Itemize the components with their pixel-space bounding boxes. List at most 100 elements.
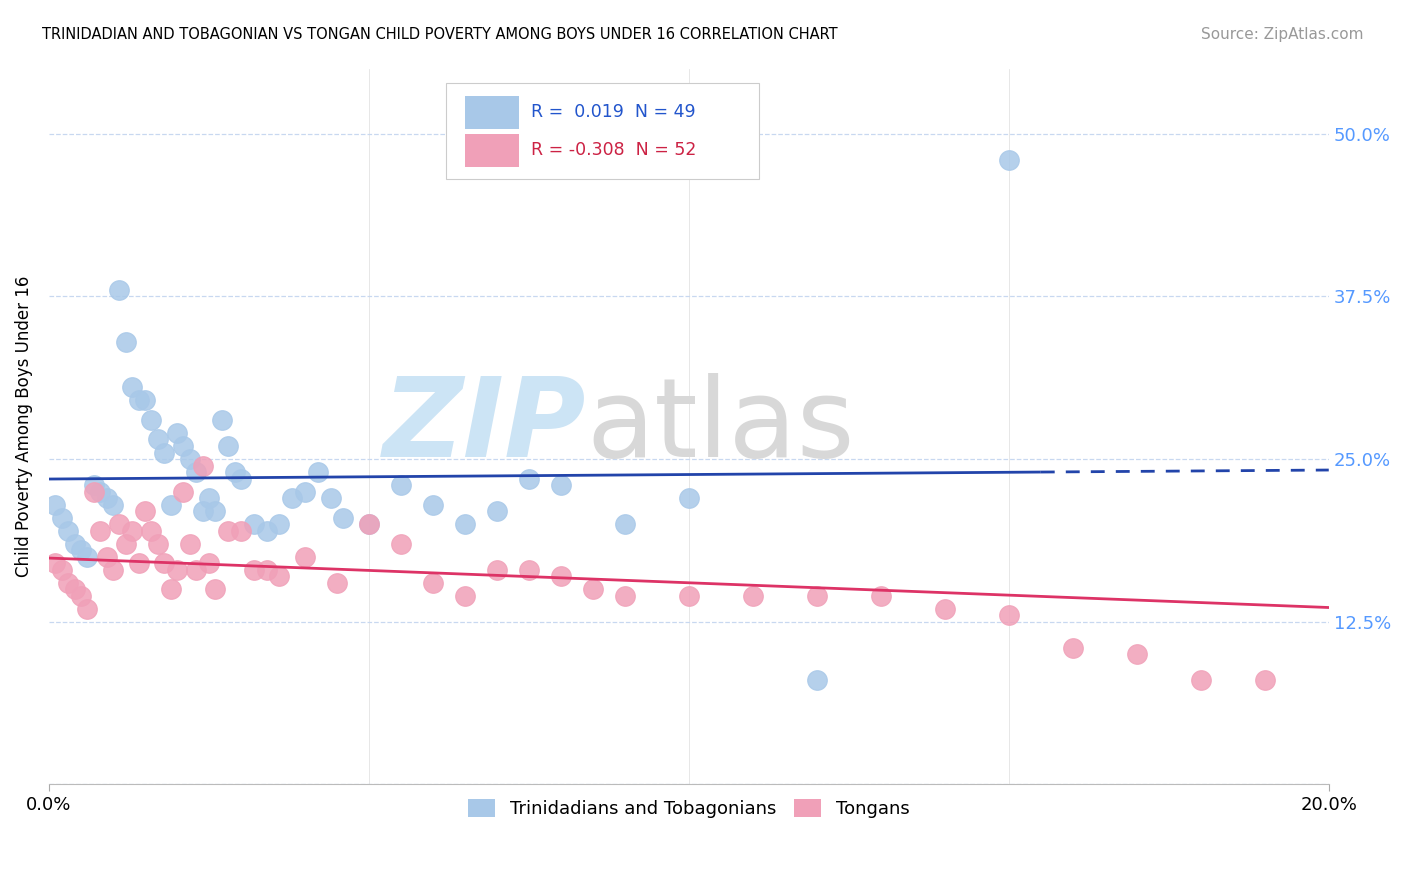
Point [141,524,163,538]
Point [51,563,73,577]
Point [51,510,73,524]
Point [242,563,264,577]
Point [134,504,156,518]
Point [198,556,221,570]
Point [134,393,156,408]
Point [108,283,131,297]
Point [613,517,636,532]
Point [153,445,176,459]
Point [179,536,201,550]
Point [806,589,828,603]
Point [63,536,86,550]
Point [114,536,136,550]
Point [159,498,181,512]
Point [1189,673,1212,688]
Point [454,589,477,603]
Text: Source: ZipAtlas.com: Source: ZipAtlas.com [1201,27,1364,42]
Point [89,484,111,499]
Point [550,478,572,492]
Point [869,589,891,603]
Point [1126,647,1149,661]
Point [70,589,93,603]
Point [146,433,169,447]
Point [678,491,700,505]
Point [934,601,956,615]
Point [741,589,763,603]
Legend: Trinidadians and Tobagonians, Tongans: Trinidadians and Tobagonians, Tongans [461,792,917,825]
Point [146,536,169,550]
Point [44,556,66,570]
Point [211,413,233,427]
Point [517,563,540,577]
Point [217,524,239,538]
Point [76,601,98,615]
Point [153,556,176,570]
Point [198,491,221,505]
Point [63,582,86,597]
Point [256,524,278,538]
Point [101,498,124,512]
Point [550,569,572,583]
Point [159,582,181,597]
Point [454,517,477,532]
Point [307,465,329,479]
Point [101,563,124,577]
Point [96,549,118,564]
Point [294,549,316,564]
Point [44,498,66,512]
Point [76,549,98,564]
Point [128,556,150,570]
Point [56,575,79,590]
Point [281,491,304,505]
Point [485,504,508,518]
Point [121,380,143,394]
Point [70,543,93,558]
Text: R = -0.308  N = 52: R = -0.308 N = 52 [531,141,697,159]
Point [204,504,226,518]
Point [172,484,194,499]
Point [998,153,1021,167]
Point [204,582,226,597]
Point [485,563,508,577]
Point [269,569,291,583]
Point [326,575,349,590]
FancyBboxPatch shape [446,83,759,179]
Point [1254,673,1277,688]
Point [191,504,214,518]
Text: ZIP: ZIP [382,373,586,480]
Text: TRINIDADIAN AND TOBAGONIAN VS TONGAN CHILD POVERTY AMONG BOYS UNDER 16 CORRELATI: TRINIDADIAN AND TOBAGONIAN VS TONGAN CHI… [42,27,838,42]
Point [56,524,79,538]
Point [128,393,150,408]
Point [96,491,118,505]
Point [179,452,201,467]
Point [242,517,264,532]
FancyBboxPatch shape [465,95,519,128]
Point [172,439,194,453]
Point [166,425,188,440]
Point [191,458,214,473]
Point [332,510,354,524]
Point [224,465,246,479]
Point [613,589,636,603]
Point [229,471,252,485]
Point [269,517,291,532]
Point [422,498,444,512]
Point [114,334,136,349]
Point [517,471,540,485]
Point [83,478,105,492]
Point [389,536,412,550]
Point [294,484,316,499]
Y-axis label: Child Poverty Among Boys Under 16: Child Poverty Among Boys Under 16 [15,276,32,577]
Point [166,563,188,577]
Point [998,608,1021,623]
Point [229,524,252,538]
Point [319,491,342,505]
FancyBboxPatch shape [465,134,519,167]
Point [806,673,828,688]
Point [1062,640,1084,655]
Point [141,413,163,427]
Point [186,465,208,479]
Text: atlas: atlas [586,373,855,480]
Text: R =  0.019  N = 49: R = 0.019 N = 49 [531,103,696,121]
Point [389,478,412,492]
